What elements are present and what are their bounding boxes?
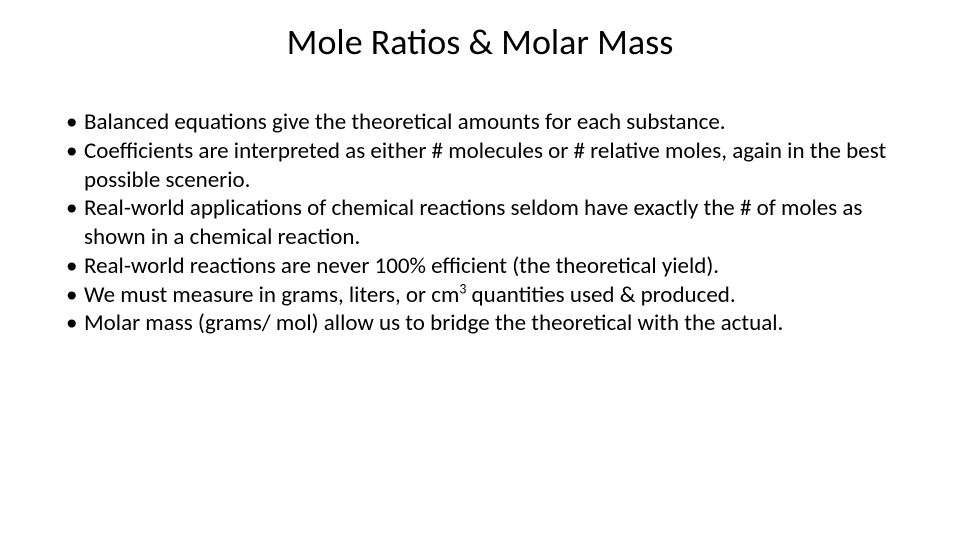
bullet-text: Coefficients are interpreted as either #… [84, 137, 886, 194]
bullet-text: Real-world applications of chemical reac… [84, 194, 862, 251]
slide-body: Balanced equations give the theoretical … [66, 108, 894, 338]
list-item: We must measure in grams, liters, or cm3… [66, 281, 894, 310]
bullet-text: Molar mass (grams/ mol) allow us to brid… [84, 309, 783, 337]
list-item: Balanced equations give the theoretical … [66, 108, 894, 137]
bullet-list: Balanced equations give the theoretical … [66, 108, 894, 338]
bullet-text-pre: We must measure in grams, liters, or cm [84, 281, 459, 309]
list-item: Coefficients are interpreted as either #… [66, 137, 894, 195]
slide-title: Mole Ratios & Molar Mass [0, 20, 960, 64]
bullet-text: Balanced equations give the theoretical … [84, 108, 726, 136]
list-item: Real-world reactions are never 100% effi… [66, 252, 894, 281]
slide: Mole Ratios & Molar Mass Balanced equati… [0, 0, 960, 540]
bullet-text: Real-world reactions are never 100% effi… [84, 252, 719, 280]
list-item: Molar mass (grams/ mol) allow us to brid… [66, 309, 894, 338]
bullet-text-post: quantities used & produced. [466, 281, 735, 309]
list-item: Real-world applications of chemical reac… [66, 194, 894, 252]
